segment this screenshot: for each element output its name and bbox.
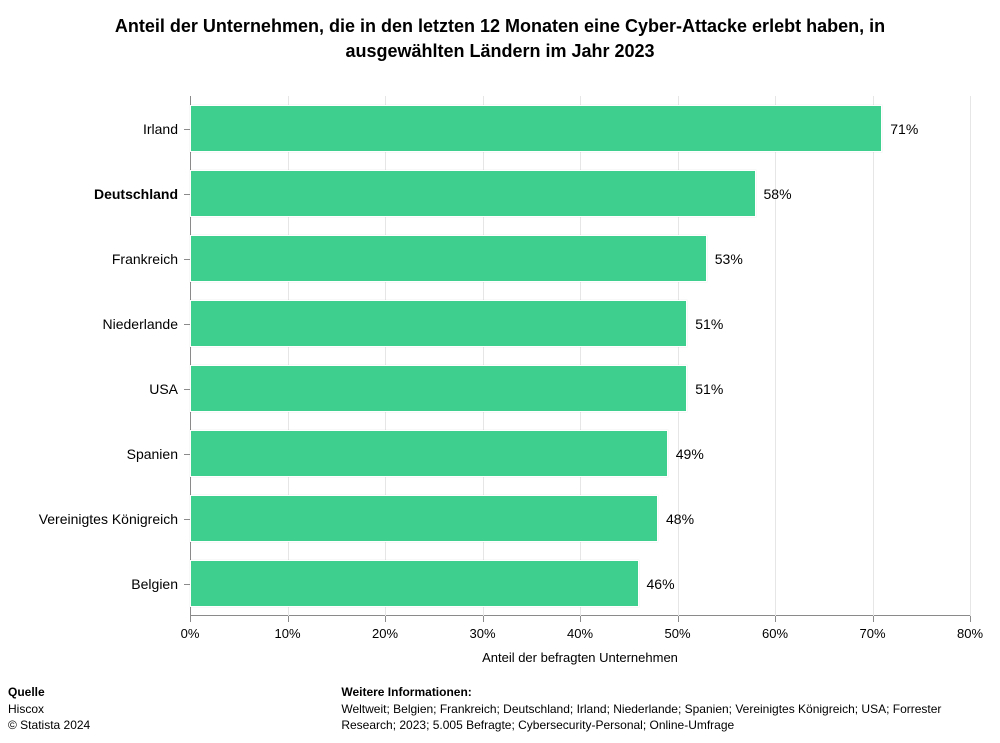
bar-value-label: 48% (666, 511, 694, 527)
y-tick-label: Niederlande (103, 316, 191, 332)
bar-row: USA51% (190, 356, 970, 421)
y-tick-label: Irland (143, 121, 190, 137)
y-tick-label: Frankreich (112, 251, 190, 267)
footer-source: Quelle Hiscox © Statista 2024 (8, 685, 338, 733)
plot-area: 0%10%20%30%40%50%60%70%80%Irland71%Deuts… (190, 96, 970, 616)
bar-value-label: 58% (764, 186, 792, 202)
bar (190, 430, 668, 477)
bar-row: Deutschland58% (190, 161, 970, 226)
footer-info-heading: Weitere Informationen: (341, 685, 981, 699)
footer-info-text: Weltweit; Belgien; Frankreich; Deutschla… (341, 701, 981, 733)
x-tick-label: 80% (957, 616, 983, 641)
footer-source-line2: © Statista 2024 (8, 717, 338, 733)
x-tick-label: 20% (372, 616, 398, 641)
y-tick-label: Spanien (127, 446, 190, 462)
bar (190, 365, 687, 412)
bar-row: Irland71% (190, 96, 970, 161)
bar (190, 495, 658, 542)
bar-value-label: 51% (695, 381, 723, 397)
chart-container: Anteil der Unternehmen, die in den letzt… (0, 0, 1000, 743)
bar (190, 105, 882, 152)
bar-row: Frankreich53% (190, 226, 970, 291)
footer-info: Weitere Informationen: Weltweit; Belgien… (341, 685, 981, 733)
x-tick-label: 10% (274, 616, 300, 641)
bar-row: Spanien49% (190, 421, 970, 486)
bar-value-label: 51% (695, 316, 723, 332)
bar (190, 170, 756, 217)
x-axis-title: Anteil der befragten Unternehmen (482, 616, 678, 665)
bar-value-label: 71% (890, 121, 918, 137)
y-tick-label: Vereinigtes Königreich (39, 511, 190, 527)
chart-area: 0%10%20%30%40%50%60%70%80%Irland71%Deuts… (190, 96, 970, 616)
grid-line (970, 96, 971, 616)
bar-value-label: 46% (647, 576, 675, 592)
x-tick-label: 0% (181, 616, 200, 641)
y-tick-label: Deutschland (94, 186, 190, 202)
bar (190, 560, 639, 607)
x-tick-label: 60% (762, 616, 788, 641)
chart-title: Anteil der Unternehmen, die in den letzt… (0, 0, 1000, 70)
bar-row: Belgien46% (190, 551, 970, 616)
y-tick-label: Belgien (131, 576, 190, 592)
bar (190, 300, 687, 347)
bar (190, 235, 707, 282)
x-tick-label: 70% (859, 616, 885, 641)
bar-row: Niederlande51% (190, 291, 970, 356)
y-tick-label: USA (149, 381, 190, 397)
bar-value-label: 49% (676, 446, 704, 462)
bar-value-label: 53% (715, 251, 743, 267)
footer-source-heading: Quelle (8, 685, 338, 699)
chart-footer: Quelle Hiscox © Statista 2024 Weitere In… (8, 685, 1000, 733)
footer-source-line1: Hiscox (8, 701, 338, 717)
bar-row: Vereinigtes Königreich48% (190, 486, 970, 551)
